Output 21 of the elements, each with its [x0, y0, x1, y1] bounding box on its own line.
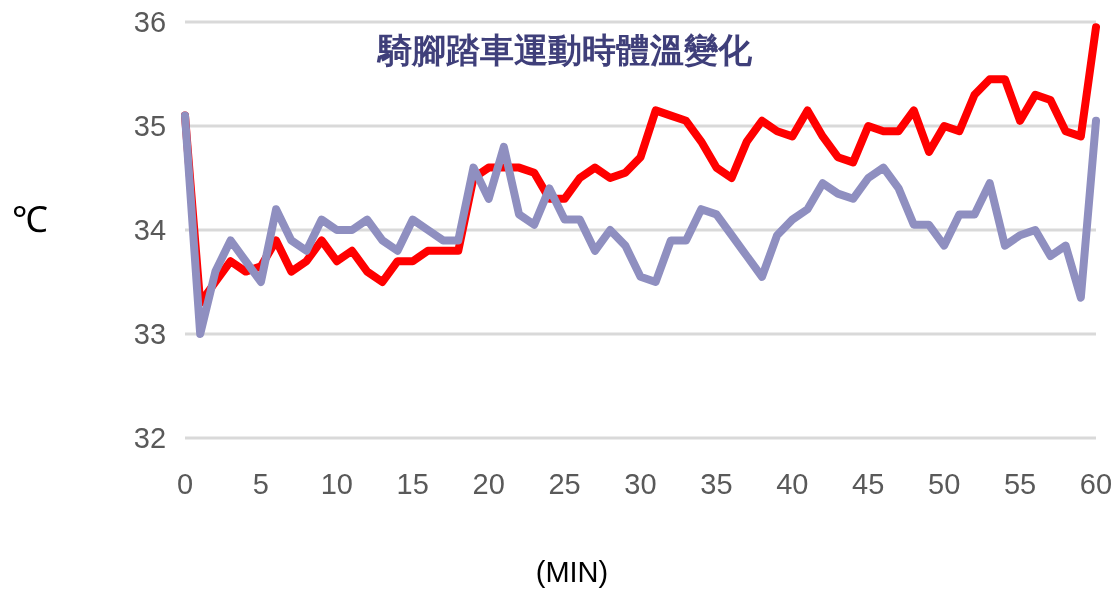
y-tick-label: 36 — [133, 6, 167, 38]
x-tick-label: 15 — [396, 468, 429, 500]
chart-title: 騎腳踏車運動時體溫變化 — [376, 31, 753, 69]
x-tick-label: 45 — [852, 468, 885, 500]
y-tick-label: 32 — [133, 422, 167, 454]
x-tick-label: 10 — [320, 468, 353, 500]
y-axis-title: ℃ — [12, 199, 48, 240]
y-tick-label: 34 — [133, 214, 167, 246]
x-tick-label: 0 — [176, 468, 194, 500]
x-tick-label: 5 — [252, 468, 269, 500]
x-tick-label: 55 — [1003, 468, 1037, 500]
x-tick-label: 60 — [1079, 468, 1113, 500]
x-tick-label: 30 — [624, 468, 657, 500]
x-tick-label: 40 — [776, 468, 809, 500]
x-tick-label: 35 — [700, 468, 733, 500]
x-tick-label: 20 — [472, 468, 505, 500]
y-tick-label: 35 — [133, 110, 167, 142]
x-tick-label: 25 — [548, 468, 581, 500]
x-tick-label: 50 — [928, 468, 961, 500]
y-tick-label: 33 — [133, 318, 167, 350]
x-axis-title: (MIN) — [535, 556, 609, 588]
